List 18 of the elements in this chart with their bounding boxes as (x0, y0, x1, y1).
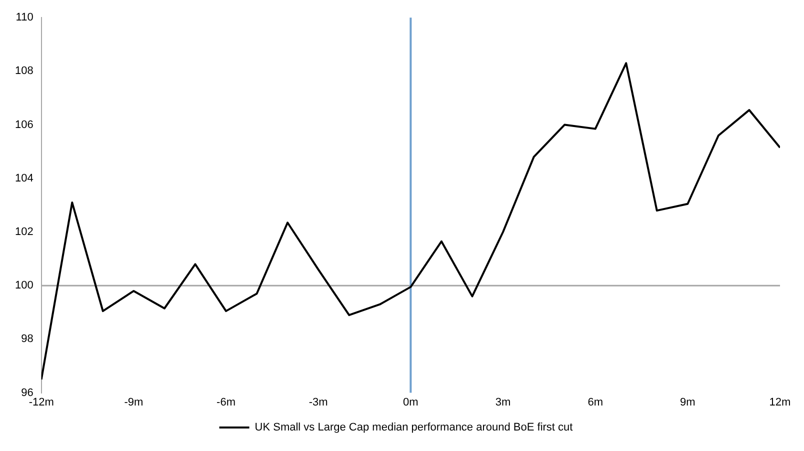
x-tick-label: 0m (403, 396, 418, 408)
y-tick-label: 110 (16, 12, 34, 24)
y-tick-label: 104 (14, 172, 34, 184)
y-tick-label: 96 (21, 386, 34, 399)
x-tick-label: 6m (588, 396, 603, 408)
x-tick-label: -6m (216, 396, 236, 408)
x-tick-label: -3m (308, 396, 328, 408)
x-tick-label: 3m (495, 396, 511, 408)
x-tick-label: -9m (124, 396, 144, 408)
x-tick-label: -12m (28, 396, 54, 408)
y-tick-label: 100 (14, 280, 34, 292)
x-tick-label: 9m (680, 396, 696, 408)
y-tick-label: 98 (21, 333, 34, 346)
y-tick-label: 102 (14, 226, 34, 238)
x-tick-label: 12m (769, 396, 791, 408)
y-tick-label: 106 (14, 118, 34, 131)
y-tick-label: 108 (14, 65, 34, 78)
legend-label: UK Small vs Large Cap median performance around BoE first cut (254, 422, 573, 434)
